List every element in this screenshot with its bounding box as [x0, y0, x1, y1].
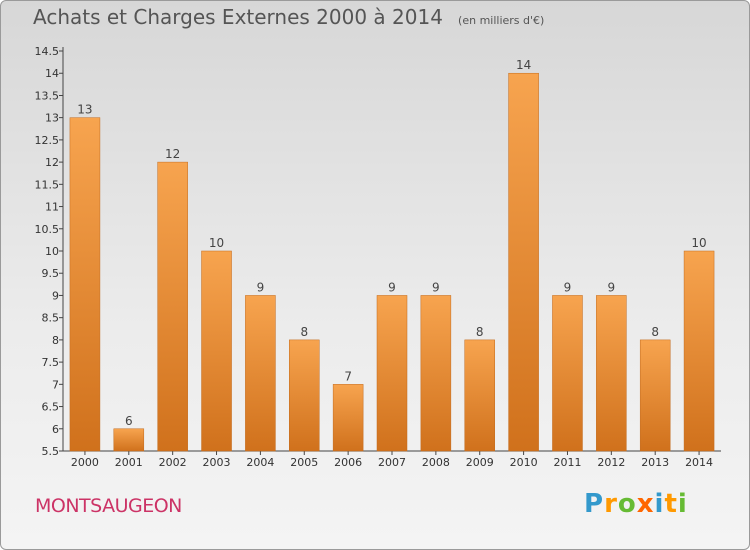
title-row: Achats et Charges Externes 2000 à 2014 (…: [33, 5, 544, 29]
bar: [683, 250, 715, 452]
bar: [420, 295, 452, 452]
x-tick-label: 2008: [422, 456, 450, 469]
bar-value-label: 9: [388, 280, 396, 294]
x-tick-label: 2000: [71, 456, 99, 469]
bar-value-label: 9: [257, 280, 265, 294]
x-tick-label: 2013: [641, 456, 669, 469]
logo-letter: i: [677, 489, 688, 519]
bar: [552, 295, 583, 452]
logo-letter: t: [664, 489, 678, 519]
bar: [508, 72, 539, 452]
bar: [464, 339, 495, 452]
bar-value-label: 10: [209, 236, 224, 250]
logo-letter: P: [584, 489, 605, 519]
bar-value-label: 12: [165, 147, 180, 161]
bar-value-label: 8: [300, 325, 308, 339]
y-tick-label: 7: [52, 378, 59, 391]
y-tick-label: 12: [45, 156, 59, 169]
bar-value-label: 8: [651, 325, 659, 339]
bar-value-label: 9: [608, 280, 616, 294]
bar-value-label: 9: [564, 280, 572, 294]
logo-letter: r: [604, 489, 618, 519]
x-tick-label: 2009: [466, 456, 494, 469]
chart-subtitle: (en milliers d'€): [458, 14, 545, 27]
bar: [69, 117, 101, 452]
bar: [289, 339, 320, 452]
y-tick-label: 13.5: [35, 89, 60, 102]
logo-letter: o: [617, 489, 637, 519]
y-tick-label: 11.5: [35, 178, 60, 191]
y-tick-label: 6: [52, 423, 59, 436]
bar: [332, 384, 364, 452]
bar-value-label: 10: [691, 236, 706, 250]
chart-title: Achats et Charges Externes 2000 à 2014: [33, 5, 443, 29]
y-tick-label: 8.5: [42, 312, 60, 325]
x-tick-label: 2011: [553, 456, 581, 469]
bar-value-label: 13: [77, 103, 92, 117]
bar-value-label: 6: [125, 414, 133, 428]
y-tick-label: 5.5: [42, 445, 60, 458]
y-tick-label: 10: [45, 245, 59, 258]
y-tick-label: 9: [52, 289, 59, 302]
x-tick-label: 2010: [510, 456, 538, 469]
y-tick-label: 14: [45, 67, 59, 80]
bar: [113, 428, 145, 452]
x-tick-label: 2006: [334, 456, 362, 469]
logo-letter: i: [654, 489, 665, 519]
bar: [639, 339, 671, 452]
bar: [157, 161, 188, 452]
y-tick-label: 9.5: [42, 267, 60, 280]
y-tick-label: 8: [52, 334, 59, 347]
logo-letter: x: [636, 489, 655, 519]
x-tick-label: 2003: [203, 456, 231, 469]
y-tick-label: 13: [45, 112, 59, 125]
x-tick-label: 2001: [115, 456, 143, 469]
bar-value-label: 7: [344, 369, 352, 383]
y-tick-label: 6.5: [42, 401, 60, 414]
bar-value-label: 14: [516, 58, 531, 72]
y-tick-label: 7.5: [42, 356, 60, 369]
place-name: MONTSAUGEON: [35, 495, 182, 517]
bar-value-label: 8: [476, 325, 484, 339]
bar-value-label: 9: [432, 280, 440, 294]
proxiti-logo[interactable]: Proxiti: [584, 489, 688, 519]
x-tick-label: 2002: [159, 456, 187, 469]
y-tick-label: 10.5: [35, 223, 60, 236]
x-tick-label: 2005: [290, 456, 318, 469]
x-tick-label: 2007: [378, 456, 406, 469]
x-tick-label: 2004: [246, 456, 274, 469]
bar: [245, 295, 276, 452]
y-tick-label: 11: [45, 201, 59, 214]
y-tick-label: 12.5: [35, 134, 60, 147]
x-tick-label: 2014: [685, 456, 713, 469]
bar: [201, 250, 232, 452]
y-tick-label: 14.5: [35, 45, 60, 58]
bar: [596, 295, 627, 452]
x-tick-label: 2012: [597, 456, 625, 469]
bar: [376, 295, 408, 452]
